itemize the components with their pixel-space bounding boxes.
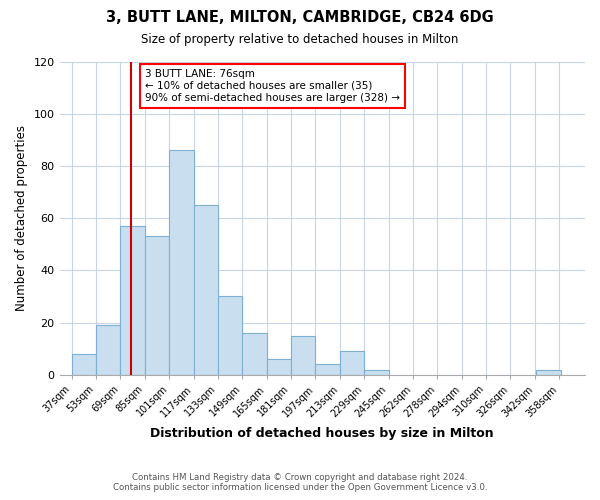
Bar: [316, 364, 340, 374]
Bar: [218, 296, 242, 374]
Bar: [121, 226, 145, 374]
Bar: [72, 354, 96, 374]
Text: Contains HM Land Registry data © Crown copyright and database right 2024.
Contai: Contains HM Land Registry data © Crown c…: [113, 473, 487, 492]
Bar: [364, 370, 389, 374]
Bar: [340, 351, 364, 374]
Bar: [145, 236, 169, 374]
Bar: [169, 150, 194, 374]
Bar: [291, 336, 316, 374]
Y-axis label: Number of detached properties: Number of detached properties: [15, 125, 28, 311]
Text: 3 BUTT LANE: 76sqm
← 10% of detached houses are smaller (35)
90% of semi-detache: 3 BUTT LANE: 76sqm ← 10% of detached hou…: [145, 70, 400, 102]
Bar: [242, 333, 266, 374]
Text: Size of property relative to detached houses in Milton: Size of property relative to detached ho…: [142, 32, 458, 46]
Bar: [536, 370, 560, 374]
Bar: [194, 205, 218, 374]
Bar: [266, 359, 291, 374]
Bar: [96, 325, 121, 374]
Text: 3, BUTT LANE, MILTON, CAMBRIDGE, CB24 6DG: 3, BUTT LANE, MILTON, CAMBRIDGE, CB24 6D…: [106, 10, 494, 25]
X-axis label: Distribution of detached houses by size in Milton: Distribution of detached houses by size …: [151, 427, 494, 440]
